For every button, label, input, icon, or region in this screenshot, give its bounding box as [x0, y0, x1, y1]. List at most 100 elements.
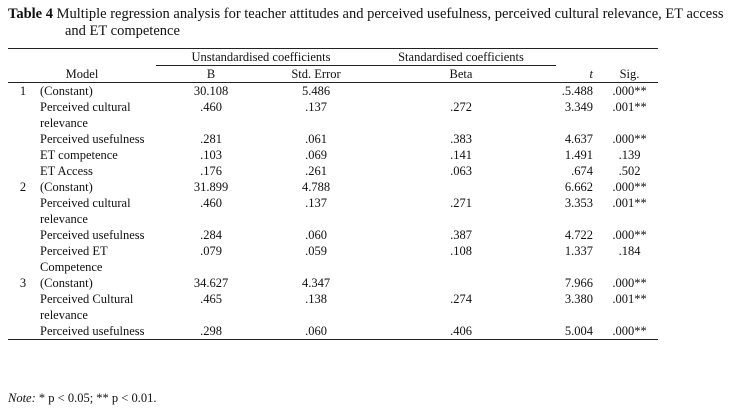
group-header: Unstandardised coefficients	[156, 48, 366, 66]
std-error: .059	[305, 244, 327, 258]
caption-label: Table 4	[8, 6, 53, 22]
beta: .406	[366, 323, 556, 340]
t-value: .5.488	[561, 84, 593, 98]
regression-table: Unstandardised coefficients Standardised…	[8, 48, 658, 340]
caption: Table 4 Multiple regression analysis for…	[8, 6, 728, 40]
t-value: 3.353	[564, 196, 593, 210]
t-value: 4.637	[564, 132, 593, 146]
caption-text: Multiple regression analysis for teacher…	[56, 6, 724, 39]
coef-b: .079	[200, 244, 222, 258]
model-number: 1	[19, 84, 27, 98]
predictor: Perceived Cultural relevance	[40, 292, 134, 322]
table-row: ET Access .176 .261 .063 .674 .502	[8, 163, 658, 179]
predictor: (Constant)	[40, 180, 93, 194]
significance: .139	[618, 148, 641, 162]
predictor: (Constant)	[40, 276, 93, 290]
t-value: 7.966	[564, 276, 593, 290]
t-value: 1.337	[564, 244, 593, 258]
note: Note: * p < 0.05; ** p < 0.01.	[8, 391, 156, 406]
beta: .063	[450, 164, 472, 178]
beta: .387	[450, 228, 472, 242]
std-error: .137	[305, 100, 327, 114]
table-row: Perceived Cultural relevance .465 .138 .274…	[8, 291, 658, 323]
table-row: Perceived usefulness .298.060.406 5.004.00…	[8, 323, 658, 340]
column-header-row: Model B Std. Error Beta t Sig.	[8, 65, 658, 83]
significance: .000**	[601, 323, 658, 340]
model-number: 2	[19, 180, 27, 194]
predictor: (Constant)	[40, 84, 93, 98]
std-error: 4.347	[301, 276, 331, 290]
std-error: .060	[266, 323, 366, 340]
std-error: 4.788	[301, 180, 331, 194]
table-row: ET competence .103 .069 .141 1.491 .139	[8, 147, 658, 163]
column-header: t	[556, 65, 601, 83]
std-error: .138	[305, 292, 327, 306]
table-row: Perceived ET Competence .079 .059 .108 1.337…	[8, 243, 658, 275]
significance: .001**	[612, 292, 647, 306]
predictor: Perceived cultural relevance	[40, 100, 131, 130]
significance: .184	[618, 244, 641, 258]
coef-b: .176	[200, 164, 222, 178]
coef-b: .460	[200, 100, 222, 114]
t-value: 6.662	[564, 180, 593, 194]
table-row: Perceived cultural relevance .460 .137 .272…	[8, 99, 658, 131]
std-error: .069	[305, 148, 327, 162]
beta: .108	[450, 244, 472, 258]
coef-b: .103	[200, 148, 222, 162]
group-header: Standardised coefficients	[366, 48, 556, 66]
column-header: Sig.	[601, 65, 658, 83]
std-error: 5.486	[301, 84, 331, 98]
t-value: 3.349	[564, 100, 593, 114]
significance: .001**	[612, 100, 647, 114]
t-value: .674	[571, 164, 593, 178]
significance: .000**	[612, 228, 647, 242]
significance: .001**	[612, 196, 647, 210]
table-row: 2 (Constant) 31.899 4.788 6.662 .000**	[8, 179, 658, 195]
column-header: Std. Error	[266, 65, 366, 83]
note-label: Note:	[8, 391, 36, 405]
coef-b: .465	[200, 292, 222, 306]
coef-b: 31.899	[193, 180, 229, 194]
beta: .383	[450, 132, 472, 146]
significance: .000**	[612, 276, 647, 290]
predictor: Perceived usefulness	[38, 323, 156, 340]
significance: .000**	[612, 84, 647, 98]
table-row: 3 (Constant) 34.627 4.347 7.966 .000**	[8, 275, 658, 291]
std-error: .137	[305, 196, 327, 210]
t-value: 4.722	[564, 228, 593, 242]
t-value: 1.491	[564, 148, 593, 162]
coef-b: 34.627	[193, 276, 229, 290]
t-value: 5.004	[556, 323, 601, 340]
t-value: 3.380	[564, 292, 593, 306]
column-header: Model	[8, 65, 156, 83]
predictor: ET competence	[40, 148, 118, 162]
column-header: Beta	[366, 65, 556, 83]
std-error: .261	[305, 164, 327, 178]
std-error: .061	[305, 132, 327, 146]
table-row: 1 (Constant) 30.108 5.486 .5.488 .000**	[8, 83, 658, 100]
predictor: Perceived cultural relevance	[40, 196, 131, 226]
coef-b: .284	[200, 228, 222, 242]
beta: .272	[450, 100, 472, 114]
note-text: * p < 0.05; ** p < 0.01.	[38, 391, 157, 405]
significance: .502	[618, 164, 641, 178]
table-row: Perceived usefulness .281 .061 .383 4.637 .00…	[8, 131, 658, 147]
coef-b: .460	[200, 196, 222, 210]
coef-b: .281	[200, 132, 222, 146]
predictor: Perceived usefulness	[40, 228, 145, 242]
beta: .274	[450, 292, 472, 306]
column-header: B	[156, 65, 266, 83]
significance: .000**	[612, 180, 647, 194]
group-header-row: Unstandardised coefficients Standardised…	[8, 48, 658, 66]
model-number: 3	[19, 276, 27, 290]
significance: .000**	[612, 132, 647, 146]
predictor: ET Access	[40, 164, 93, 178]
table-body: 1 (Constant) 30.108 5.486.5.488.000** Percei…	[8, 83, 658, 340]
predictor: Perceived usefulness	[40, 132, 145, 146]
coef-b: 30.108	[193, 84, 229, 98]
table-row: Perceived cultural relevance .460 .137 .271…	[8, 195, 658, 227]
beta: .141	[450, 148, 472, 162]
beta: .271	[450, 196, 472, 210]
table-row: Perceived usefulness .284 .060 .387 4.722 .00…	[8, 227, 658, 243]
